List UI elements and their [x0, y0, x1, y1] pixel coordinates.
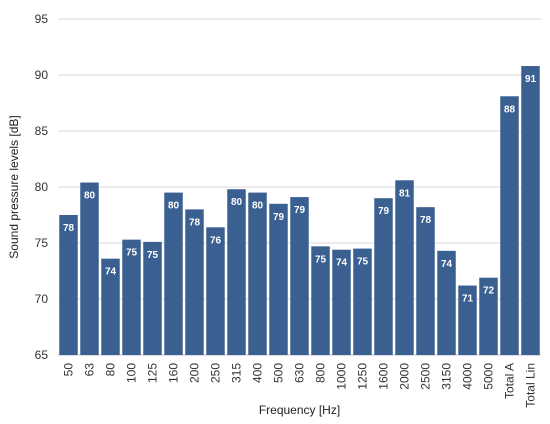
- y-tick-label: 90: [35, 68, 49, 82]
- bar: [395, 180, 414, 355]
- x-tick-label: 800: [314, 363, 328, 383]
- bar: [437, 250, 456, 355]
- data-labels: 78 80 74 75 75 80 78 76 80 80 79 79 75 74 75 79 81 78 74 71…: [63, 74, 537, 305]
- x-tick-label: 80: [104, 363, 118, 377]
- bar-data-label: 71: [462, 294, 474, 305]
- bar: [248, 192, 267, 355]
- x-tick-label: 400: [251, 363, 265, 383]
- bar: [353, 248, 372, 355]
- bar: [500, 96, 519, 355]
- y-tick-label: 80: [35, 180, 49, 194]
- bar-data-label: 74: [336, 258, 348, 269]
- y-tick-label: 65: [35, 348, 49, 362]
- bar: [311, 246, 330, 355]
- bar-data-label: 80: [84, 191, 96, 202]
- x-tick-label: 2500: [419, 363, 433, 390]
- bar-data-label: 78: [189, 217, 201, 228]
- bar-data-label: 75: [147, 250, 159, 261]
- bar: [416, 207, 435, 355]
- y-tick-label: 70: [35, 292, 49, 306]
- bar: [458, 285, 477, 355]
- x-tick-label: 50: [62, 363, 76, 377]
- bar: [206, 227, 225, 355]
- bar-data-label: 80: [252, 201, 264, 212]
- bar-data-label: 79: [294, 205, 306, 216]
- x-tick-label: 1000: [335, 363, 349, 390]
- bar: [185, 209, 204, 355]
- x-tick-label: 4000: [461, 363, 475, 390]
- x-tick-label: 100: [125, 363, 139, 383]
- x-tick-label: 5000: [482, 363, 496, 390]
- bar: [269, 203, 288, 355]
- x-tick-label: Total Lin: [524, 363, 538, 408]
- bar: [332, 249, 351, 355]
- bar-data-label: 79: [273, 212, 285, 223]
- bar-data-label: 76: [210, 235, 222, 246]
- bar: [374, 198, 393, 355]
- x-tick-label: 3150: [440, 363, 454, 390]
- bars: [59, 66, 540, 355]
- x-tick-label: 200: [188, 363, 202, 383]
- bar-data-label: 74: [441, 259, 453, 270]
- x-tick-label: 630: [293, 363, 307, 383]
- x-tick-label: Total A: [503, 363, 517, 399]
- bar: [227, 189, 246, 355]
- bar: [59, 215, 78, 355]
- x-tick-label: 63: [83, 363, 97, 377]
- x-tick-label: 125: [146, 363, 160, 383]
- bar: [164, 192, 183, 355]
- bar: [290, 197, 309, 355]
- y-tick-label: 95: [35, 12, 49, 26]
- y-axis-ticks: 65 70 75 80 85 90 95: [35, 12, 49, 362]
- bar: [479, 277, 498, 355]
- bar-data-label: 80: [231, 197, 243, 208]
- bar: [101, 258, 120, 355]
- bar-data-label: 78: [63, 223, 75, 234]
- bar-data-label: 75: [357, 257, 369, 268]
- x-axis-title: Frequency [Hz]: [259, 403, 340, 417]
- bar: [80, 182, 99, 355]
- y-axis-title: Sound pressure levels [dB]: [7, 115, 21, 258]
- x-tick-label: 315: [230, 363, 244, 383]
- bar-data-label: 81: [399, 188, 411, 199]
- x-tick-label: 1250: [356, 363, 370, 390]
- x-tick-label: 160: [167, 363, 181, 383]
- bar: [122, 239, 141, 355]
- bar: [143, 241, 162, 355]
- y-tick-label: 75: [35, 236, 49, 250]
- bar-data-label: 79: [378, 206, 390, 217]
- bar-data-label: 75: [315, 254, 327, 265]
- x-axis-ticks: 50 63 80 100 125 160 200 250 315 400 500 630 800 1000…: [62, 363, 538, 408]
- bar-data-label: 80: [168, 201, 180, 212]
- y-tick-label: 85: [35, 124, 49, 138]
- bar-data-label: 72: [483, 286, 495, 297]
- x-tick-label: 250: [209, 363, 223, 383]
- bar-data-label: 75: [126, 248, 138, 259]
- x-tick-label: 500: [272, 363, 286, 383]
- bar: [521, 66, 540, 355]
- bar-data-label: 78: [420, 215, 432, 226]
- bar-data-label: 91: [525, 74, 537, 85]
- x-tick-label: 1600: [377, 363, 391, 390]
- bar-data-label: 88: [504, 104, 516, 115]
- x-tick-label: 2000: [398, 363, 412, 390]
- bar-data-label: 74: [105, 267, 117, 278]
